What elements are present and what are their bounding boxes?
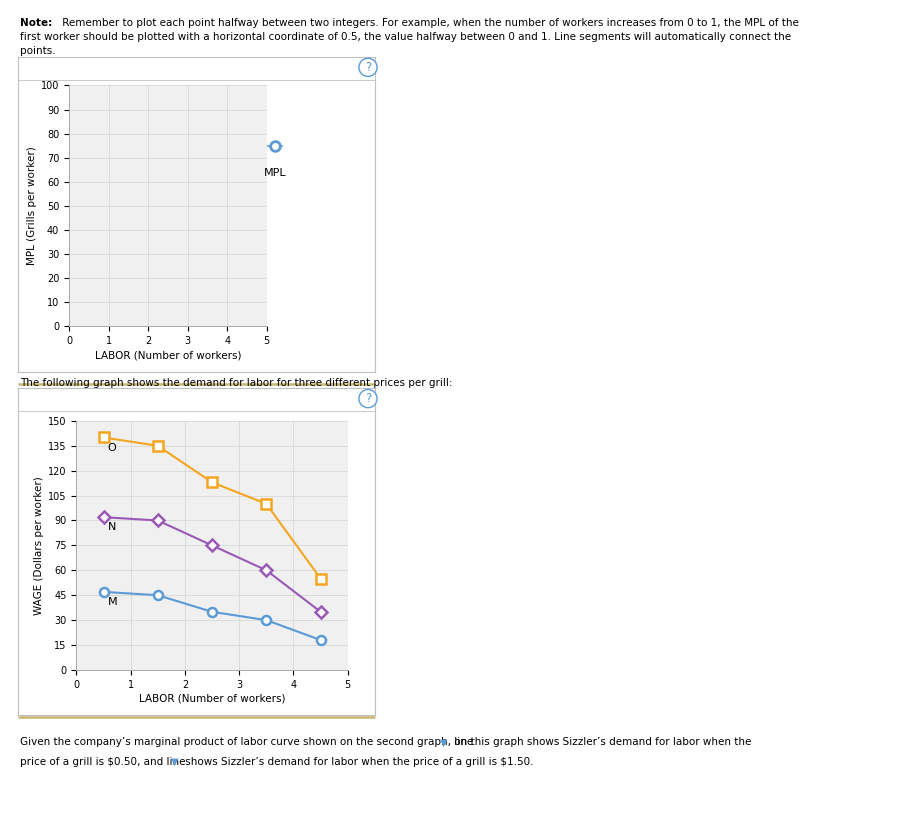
Text: M: M bbox=[108, 597, 118, 607]
Text: price of a grill is $0.50, and line: price of a grill is $0.50, and line bbox=[20, 757, 188, 767]
Text: shows Sizzler’s demand for labor when the price of a grill is $1.50.: shows Sizzler’s demand for labor when th… bbox=[182, 757, 533, 767]
Text: Note:: Note: bbox=[20, 18, 52, 28]
Y-axis label: MPL (Grills per worker): MPL (Grills per worker) bbox=[27, 146, 37, 266]
X-axis label: LABOR (Number of workers): LABOR (Number of workers) bbox=[95, 350, 241, 360]
Text: MPL: MPL bbox=[264, 168, 286, 178]
Text: points.: points. bbox=[20, 46, 56, 56]
Text: ?: ? bbox=[365, 61, 370, 74]
X-axis label: LABOR (Number of workers): LABOR (Number of workers) bbox=[139, 694, 285, 704]
Text: Given the company’s marginal product of labor curve shown on the second graph, l: Given the company’s marginal product of … bbox=[20, 737, 476, 747]
Text: ▼: ▼ bbox=[171, 757, 178, 767]
Y-axis label: WAGE (Dollars per worker): WAGE (Dollars per worker) bbox=[34, 476, 44, 615]
Text: The following graph shows the demand for labor for three different prices per gr: The following graph shows the demand for… bbox=[20, 378, 452, 388]
Text: N: N bbox=[108, 523, 116, 533]
Text: on this graph shows Sizzler’s demand for labor when the: on this graph shows Sizzler’s demand for… bbox=[450, 737, 750, 747]
Text: ?: ? bbox=[365, 392, 370, 405]
Text: ▼: ▼ bbox=[439, 737, 447, 747]
Text: first worker should be plotted with a horizontal coordinate of 0.5, the value ha: first worker should be plotted with a ho… bbox=[20, 32, 790, 42]
Text: Remember to plot each point halfway between two integers. For example, when the : Remember to plot each point halfway betw… bbox=[59, 18, 798, 28]
Text: O: O bbox=[108, 443, 117, 453]
